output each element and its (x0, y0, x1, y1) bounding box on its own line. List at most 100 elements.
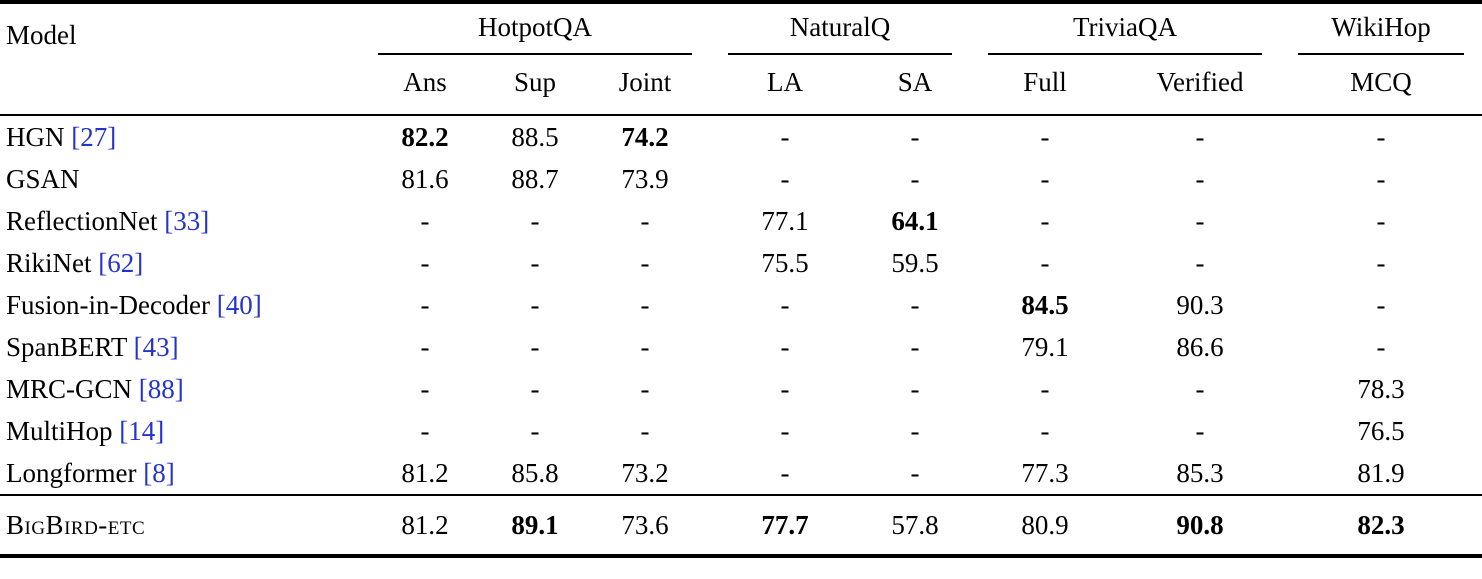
group-header-row: Model HotpotQA NaturalQ TriviaQA WikiHop (0, 2, 1482, 116)
cell-value: - (910, 331, 920, 362)
cell-value: 74.2 (621, 121, 669, 152)
cell-value: - (1195, 247, 1205, 278)
cell-value: - (1040, 373, 1050, 404)
table-row: MultiHop [14] - - - - - - - 76.5 (0, 410, 1482, 452)
cell-value: - (530, 247, 540, 278)
model-name-text: RikiNet (6, 247, 92, 278)
cell-value: 77.3 (1021, 457, 1069, 488)
column-header-ans: Ans (360, 55, 490, 116)
cell-value: - (1376, 163, 1386, 194)
model-name-text: Longformer (6, 457, 137, 488)
cell-value: - (420, 289, 430, 320)
cell-value: 85.8 (511, 457, 559, 488)
table-row: GSAN 81.6 88.7 73.9 - - - - - (0, 158, 1482, 200)
model-name-text: BigBird-etc (6, 509, 146, 540)
model-name: RikiNet [62] (0, 242, 360, 284)
cell-value: 76.5 (1357, 415, 1405, 446)
cell-value: 86.6 (1176, 331, 1224, 362)
cell-value: - (640, 373, 650, 404)
table-row: Fusion-in-Decoder [40] - - - - - 84.5 90.3 - (0, 284, 1482, 326)
citation-link[interactable]: [88] (132, 373, 184, 404)
model-name-text: MultiHop (6, 415, 113, 446)
group-label-naturalq: NaturalQ (728, 4, 952, 55)
cell-value: - (910, 289, 920, 320)
group-header-triviaqa: TriviaQA (970, 2, 1280, 55)
citation-link[interactable]: [40] (209, 289, 262, 320)
cell-value: - (1040, 121, 1050, 152)
cell-value: - (1040, 163, 1050, 194)
table-row: Longformer [8] 81.2 85.8 73.2 - - 77.3 85.3 81.9 (0, 452, 1482, 495)
cell-value: - (910, 163, 920, 194)
model-name: Longformer [8] (0, 452, 360, 495)
cell-value: - (1376, 247, 1386, 278)
citation-link[interactable]: [33] (157, 205, 210, 236)
cell-value: 81.9 (1357, 457, 1405, 488)
column-header-sa: SA (860, 55, 970, 116)
table-row: SpanBERT [43] - - - - - 79.1 86.6 - (0, 326, 1482, 368)
table-row-final: BigBird-etc 81.2 89.1 73.6 77.7 57.8 80.9 90.8 8… (0, 494, 1482, 556)
cell-value: 81.2 (401, 457, 449, 488)
cell-value: 88.5 (511, 121, 559, 152)
cell-value: - (1195, 373, 1205, 404)
table-header: Model HotpotQA NaturalQ TriviaQA WikiHop… (0, 2, 1482, 116)
model-name: BigBird-etc (0, 494, 360, 556)
cell-value: - (1195, 121, 1205, 152)
cell-value: - (420, 205, 430, 236)
model-name-text: ReflectionNet (6, 205, 158, 236)
cell-value: - (910, 121, 920, 152)
cell-value: 64.1 (891, 205, 939, 236)
model-name-text: SpanBERT (6, 331, 127, 362)
cell-value: - (780, 289, 790, 320)
cell-value: - (530, 373, 540, 404)
citation-link[interactable]: [43] (126, 331, 179, 362)
cell-value: 73.6 (580, 494, 710, 556)
cell-value: - (420, 373, 430, 404)
cell-value: - (530, 415, 540, 446)
model-name: MultiHop [14] (0, 410, 360, 452)
cell-value: 81.2 (360, 494, 490, 556)
cell-value: - (640, 331, 650, 362)
cell-value: 81.6 (401, 163, 449, 194)
group-label-triviaqa: TriviaQA (988, 4, 1262, 55)
cell-value: 57.8 (860, 494, 970, 556)
cell-value: 75.5 (761, 247, 809, 278)
cell-value: - (640, 415, 650, 446)
table-row: RikiNet [62] - - - 75.5 59.5 - - - (0, 242, 1482, 284)
cell-value: - (910, 373, 920, 404)
cell-value: 82.3 (1280, 494, 1482, 556)
cell-value: - (640, 289, 650, 320)
group-label-hotpotqa: HotpotQA (378, 4, 692, 55)
cell-value: 88.7 (511, 163, 559, 194)
cell-value: - (530, 205, 540, 236)
model-name: Fusion-in-Decoder [40] (0, 284, 360, 326)
table-row: MRC-GCN [88] - - - - - - - 78.3 (0, 368, 1482, 410)
cell-value: - (910, 415, 920, 446)
cell-value: - (420, 247, 430, 278)
group-label-wikihop: WikiHop (1298, 4, 1464, 55)
cell-value: 90.3 (1176, 289, 1224, 320)
model-name: GSAN (0, 158, 360, 200)
column-header-joint: Joint (580, 55, 710, 116)
citation-link[interactable]: [27] (64, 121, 117, 152)
model-name-text: MRC-GCN (6, 373, 133, 404)
model-name: MRC-GCN [88] (0, 368, 360, 410)
cell-value: 80.9 (970, 494, 1120, 556)
table-row: ReflectionNet [33] - - - 77.1 64.1 - - - (0, 200, 1482, 242)
results-table: Model HotpotQA NaturalQ TriviaQA WikiHop… (0, 0, 1482, 558)
cell-value: - (780, 163, 790, 194)
cell-value: 77.7 (710, 494, 860, 556)
column-header-sup: Sup (490, 55, 580, 116)
citation-link[interactable]: [8] (136, 457, 175, 488)
cell-value: - (780, 457, 790, 488)
citation-link[interactable]: [62] (91, 247, 144, 278)
cell-value: - (640, 205, 650, 236)
cell-value: 79.1 (1021, 331, 1069, 362)
cell-value: 77.1 (761, 205, 809, 236)
column-header-la: LA (710, 55, 860, 116)
citation-link[interactable]: [14] (112, 415, 165, 446)
model-name-text: HGN (6, 121, 65, 152)
group-header-wikihop: WikiHop (1280, 2, 1482, 55)
cell-value: - (1195, 415, 1205, 446)
model-column-header: Model (0, 2, 360, 116)
model-name-text: Fusion-in-Decoder (6, 289, 210, 320)
